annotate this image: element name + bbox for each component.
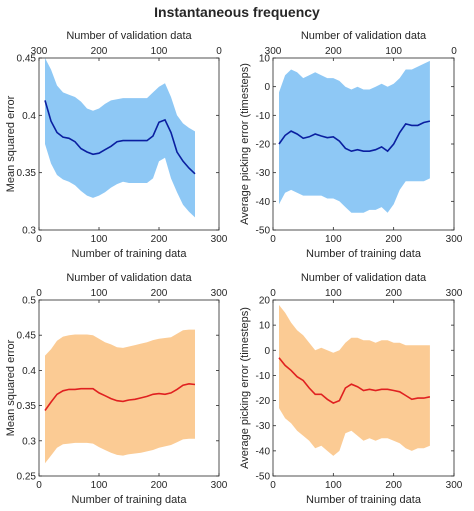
x2-tick-label: 100 (325, 288, 342, 299)
y-tick-label: 0.25 (17, 472, 37, 483)
x-tick-label: 100 (91, 480, 108, 491)
x2-axis-label: Number of validation data (66, 272, 192, 284)
x2-tick-label: 100 (385, 46, 402, 57)
x-tick-label: 100 (325, 234, 342, 245)
x-tick-label: 200 (385, 480, 402, 491)
x-axis-label: Number of training data (72, 248, 188, 260)
axes-frame (38, 299, 220, 477)
mean-line (44, 382, 196, 411)
y-axis-label: Average picking error (timesteps) (239, 307, 251, 469)
x2-tick-label: 200 (91, 46, 108, 57)
chart-panel-bottom-right: 0 100 200 300 0 100 200 300 -50 -40 -30 -20 -10 0 10 20… (239, 272, 463, 506)
y-tick-label: 10 (259, 54, 271, 65)
x-tick-label: 200 (385, 234, 402, 245)
x-tick-label: 200 (151, 480, 168, 491)
x-tick-label: 300 (211, 234, 228, 245)
x-tick-label: 200 (151, 234, 168, 245)
y-tick-label: -30 (256, 168, 271, 179)
confidence-band (279, 60, 430, 213)
axes-frame (272, 299, 455, 477)
x-tick-label: 300 (446, 234, 463, 245)
x-tick-label: 0 (270, 480, 276, 491)
x2-tick-label: 200 (151, 288, 168, 299)
x-axis-label: Number of training data (72, 494, 188, 506)
y-tick-label: 0.4 (22, 366, 36, 377)
x-tick-label: 0 (36, 234, 42, 245)
y-tick-label: -30 (256, 421, 271, 432)
x2-tick-label: 300 (211, 288, 228, 299)
y-axis-label: Mean squared error (5, 95, 17, 192)
x2-tick-label: 100 (151, 46, 168, 57)
y-tick-label: -40 (256, 446, 271, 457)
y-tick-label: -10 (256, 111, 271, 122)
x2-tick-label: 0 (451, 46, 457, 57)
y-tick-label: 10 (259, 321, 271, 332)
y-tick-label: 0.45 (17, 54, 37, 65)
x2-tick-label: 200 (385, 288, 402, 299)
x2-axis-label: Number of validation data (66, 30, 192, 42)
confidence-band (45, 329, 195, 464)
y-tick-label: 0.3 (22, 226, 36, 237)
x-tick-label: 0 (36, 480, 42, 491)
y-axis-label: Mean squared error (5, 339, 17, 436)
figure-title: Instantaneous frequency (154, 4, 320, 20)
y-tick-label: 0.35 (17, 401, 37, 412)
x2-axis-label: Number of validation data (301, 272, 427, 284)
x2-tick-label: 300 (31, 46, 48, 57)
y-tick-label: 0.3 (22, 436, 36, 447)
x2-tick-label: 100 (91, 288, 108, 299)
x2-axis-label: Number of validation data (301, 30, 427, 42)
mean-line (278, 120, 431, 153)
y-tick-label: -10 (256, 371, 271, 382)
x2-tick-label: 0 (270, 288, 276, 299)
y-tick-label: -20 (256, 396, 271, 407)
x-tick-label: 100 (91, 234, 108, 245)
mean-line (44, 100, 196, 175)
x-tick-label: 0 (270, 234, 276, 245)
x2-tick-label: 300 (265, 46, 282, 57)
chart-panel-bottom-left: 0 100 200 300 0 100 200 300 0.25 0.3 0.35 0.4 0.45 0.… (5, 272, 228, 506)
x-axis-label: Number of training data (306, 248, 422, 260)
y-tick-label: -20 (256, 140, 271, 151)
y-tick-label: 0.5 (22, 296, 36, 307)
y-tick-label: 0 (264, 346, 270, 357)
y-tick-label: 0.4 (22, 111, 36, 122)
y-tick-label: 0.35 (17, 168, 37, 179)
y-tick-label: -50 (256, 226, 271, 237)
x2-tick-label: 0 (216, 46, 222, 57)
mean-line (278, 357, 431, 404)
x-tick-label: 300 (446, 480, 463, 491)
x2-tick-label: 300 (446, 288, 463, 299)
x2-tick-label: 0 (36, 288, 42, 299)
y-tick-label: -40 (256, 197, 271, 208)
confidence-band (279, 305, 430, 456)
x-axis-label: Number of training data (306, 494, 422, 506)
axes-frame (38, 57, 220, 231)
confidence-band (45, 58, 195, 218)
y-axis-label: Average picking error (timesteps) (239, 63, 251, 225)
x-tick-label: 100 (325, 480, 342, 491)
x2-tick-label: 200 (325, 46, 342, 57)
y-tick-label: -50 (256, 472, 271, 483)
y-tick-label: 0.45 (17, 331, 37, 342)
y-tick-label: 0 (264, 82, 270, 93)
y-tick-label: 20 (259, 296, 271, 307)
x-tick-label: 300 (211, 480, 228, 491)
